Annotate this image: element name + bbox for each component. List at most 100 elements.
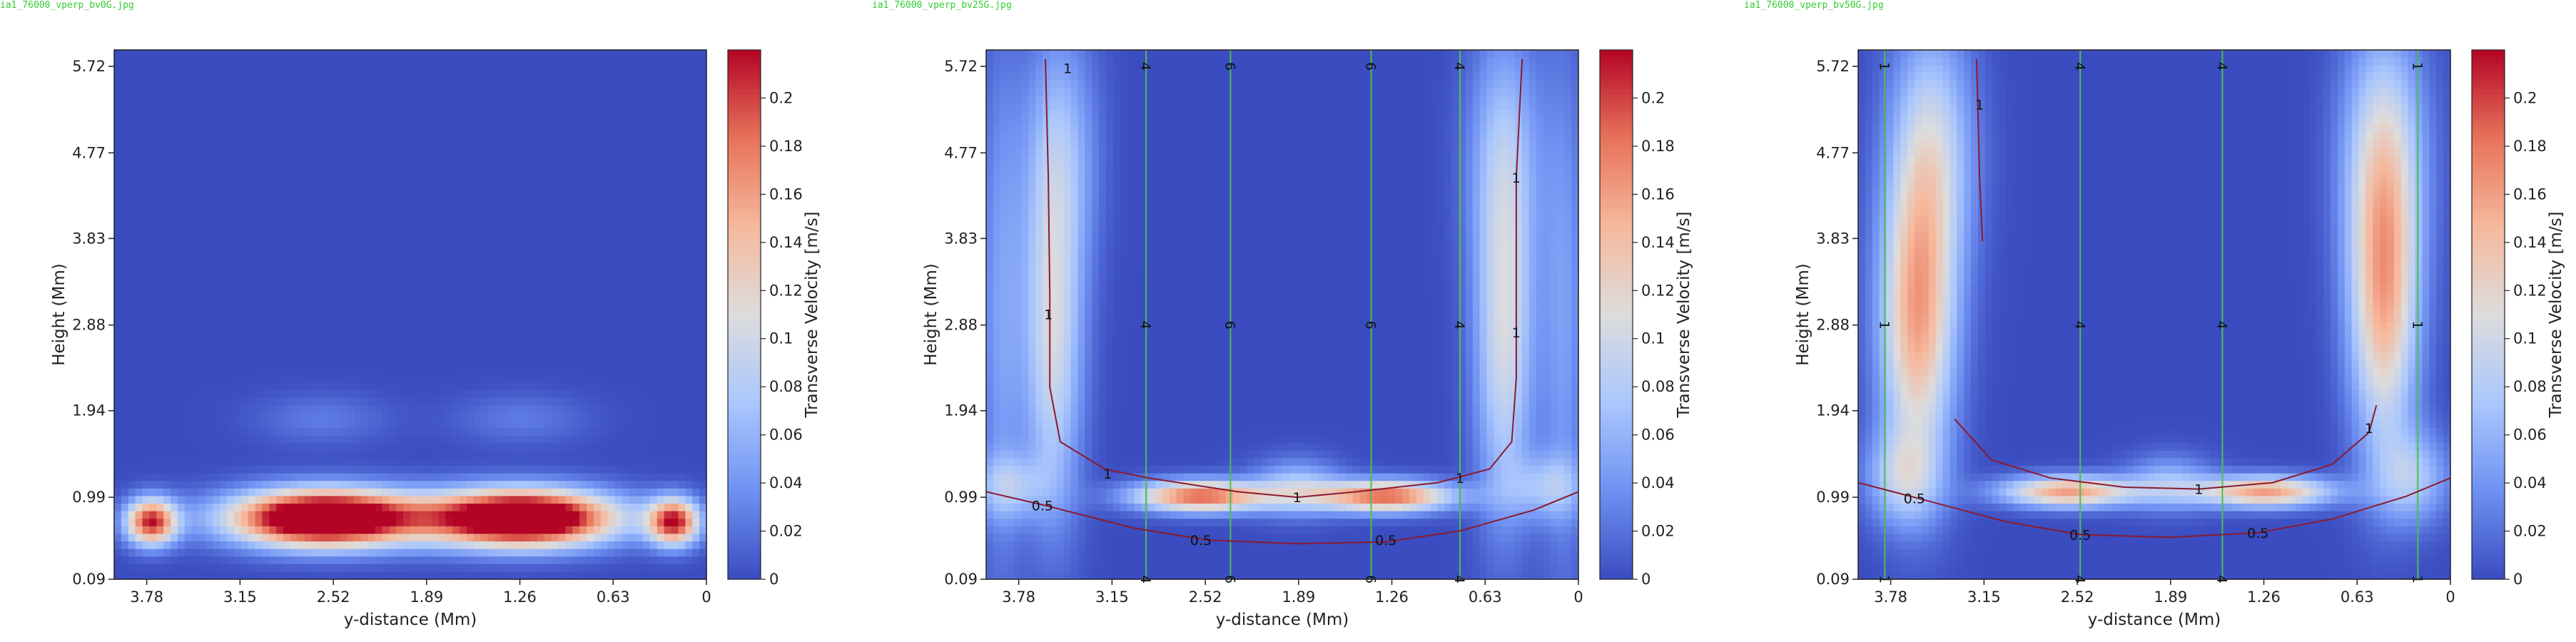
heatmap-cell	[552, 254, 559, 262]
heatmap-cell	[149, 126, 156, 133]
heatmap-cell	[263, 367, 270, 375]
heatmap-cell	[305, 564, 312, 572]
heatmap-cell	[516, 292, 523, 300]
heatmap-cell	[432, 367, 439, 375]
heatmap-cell	[368, 360, 375, 368]
heatmap-cell	[445, 526, 452, 534]
heatmap-cell	[149, 367, 156, 375]
heatmap-cell	[347, 474, 354, 482]
heatmap-cell	[594, 103, 601, 111]
heatmap-cell	[276, 254, 283, 262]
heatmap-cell	[361, 300, 368, 307]
heatmap-cell	[361, 398, 368, 406]
heatmap-cell	[121, 111, 128, 118]
heatmap-cell	[445, 375, 452, 383]
heatmap-cell	[220, 216, 227, 224]
heatmap-cell	[227, 216, 234, 224]
heatmap-cell	[452, 307, 460, 315]
heatmap-cell	[298, 126, 305, 133]
heatmap-cell	[382, 201, 389, 209]
heatmap-cell	[572, 375, 579, 383]
heatmap-cell	[410, 367, 417, 375]
heatmap-cell	[276, 504, 283, 511]
heatmap-cell	[143, 398, 150, 406]
heatmap-cell	[143, 436, 150, 444]
heatmap-cell	[143, 141, 150, 148]
heatmap-cell	[579, 247, 587, 255]
heatmap-cell	[185, 201, 192, 209]
heatmap-cell	[114, 133, 121, 141]
heatmap-cell	[136, 103, 143, 111]
heatmap-cell	[495, 337, 502, 345]
heatmap-cell	[552, 390, 559, 398]
heatmap-cell	[594, 118, 601, 126]
heatmap-cell	[417, 405, 425, 413]
heatmap-cell	[382, 367, 389, 375]
heatmap-cell	[248, 345, 255, 352]
heatmap-cell	[234, 390, 241, 398]
heatmap-cell	[516, 390, 523, 398]
heatmap-cell	[171, 511, 178, 519]
heatmap-cell	[615, 178, 622, 186]
heatmap-cell	[523, 549, 530, 557]
heatmap-cell	[382, 224, 389, 232]
heatmap-cell	[552, 541, 559, 549]
heatmap-cell	[269, 564, 276, 572]
heatmap-cell	[305, 405, 312, 413]
heatmap-cell	[255, 88, 263, 96]
heatmap-cell	[149, 133, 156, 141]
heatmap-cell	[121, 526, 128, 534]
heatmap-cell	[312, 262, 319, 270]
heatmap-cell	[347, 186, 354, 194]
heatmap-cell	[333, 277, 340, 285]
heatmap-cell	[269, 88, 276, 96]
heatmap-cell	[220, 171, 227, 179]
heatmap-cell	[305, 111, 312, 118]
heatmap-cell	[220, 262, 227, 270]
heatmap-cell	[241, 118, 248, 126]
heatmap-cell	[213, 496, 220, 504]
heatmap-cell	[185, 337, 192, 345]
heatmap-cell	[502, 156, 509, 163]
heatmap-cell	[375, 88, 382, 96]
heatmap-cell	[347, 292, 354, 300]
heatmap-cell	[552, 481, 559, 489]
heatmap-cell	[241, 526, 248, 534]
heatmap-cell	[298, 375, 305, 383]
heatmap-cell	[594, 489, 601, 496]
heatmap-cell	[552, 163, 559, 171]
heatmap-cell	[220, 428, 227, 436]
heatmap-cell	[502, 398, 509, 406]
heatmap-cell	[263, 541, 270, 549]
heatmap-cell	[537, 141, 544, 148]
heatmap-cell	[192, 526, 199, 534]
heatmap-cell	[495, 534, 502, 541]
heatmap-cell	[290, 330, 298, 337]
heatmap-cell	[474, 148, 481, 156]
heatmap-cell	[199, 300, 206, 307]
heatmap-cell	[579, 269, 587, 277]
heatmap-cell	[136, 398, 143, 406]
heatmap-cell	[474, 496, 481, 504]
heatmap-cell	[410, 111, 417, 118]
heatmap-cell	[439, 126, 446, 133]
heatmap-cell	[178, 277, 185, 285]
heatmap-cell	[396, 239, 403, 247]
heatmap-cell	[587, 254, 594, 262]
heatmap-cell	[143, 193, 150, 201]
heatmap-cell	[361, 133, 368, 141]
heatmap-cell	[340, 443, 347, 451]
heatmap-cell	[579, 58, 587, 66]
heatmap-cell	[227, 436, 234, 444]
heatmap-cell	[417, 239, 425, 247]
heatmap-cell	[452, 564, 460, 572]
heatmap-cell	[403, 489, 410, 496]
heatmap-cell	[199, 489, 206, 496]
heatmap-cell	[403, 285, 410, 292]
heatmap-cell	[559, 277, 566, 285]
heatmap-cell	[452, 496, 460, 504]
heatmap-cell	[417, 360, 425, 368]
heatmap-cell	[432, 307, 439, 315]
heatmap-cell	[495, 315, 502, 322]
heatmap-cell	[347, 390, 354, 398]
